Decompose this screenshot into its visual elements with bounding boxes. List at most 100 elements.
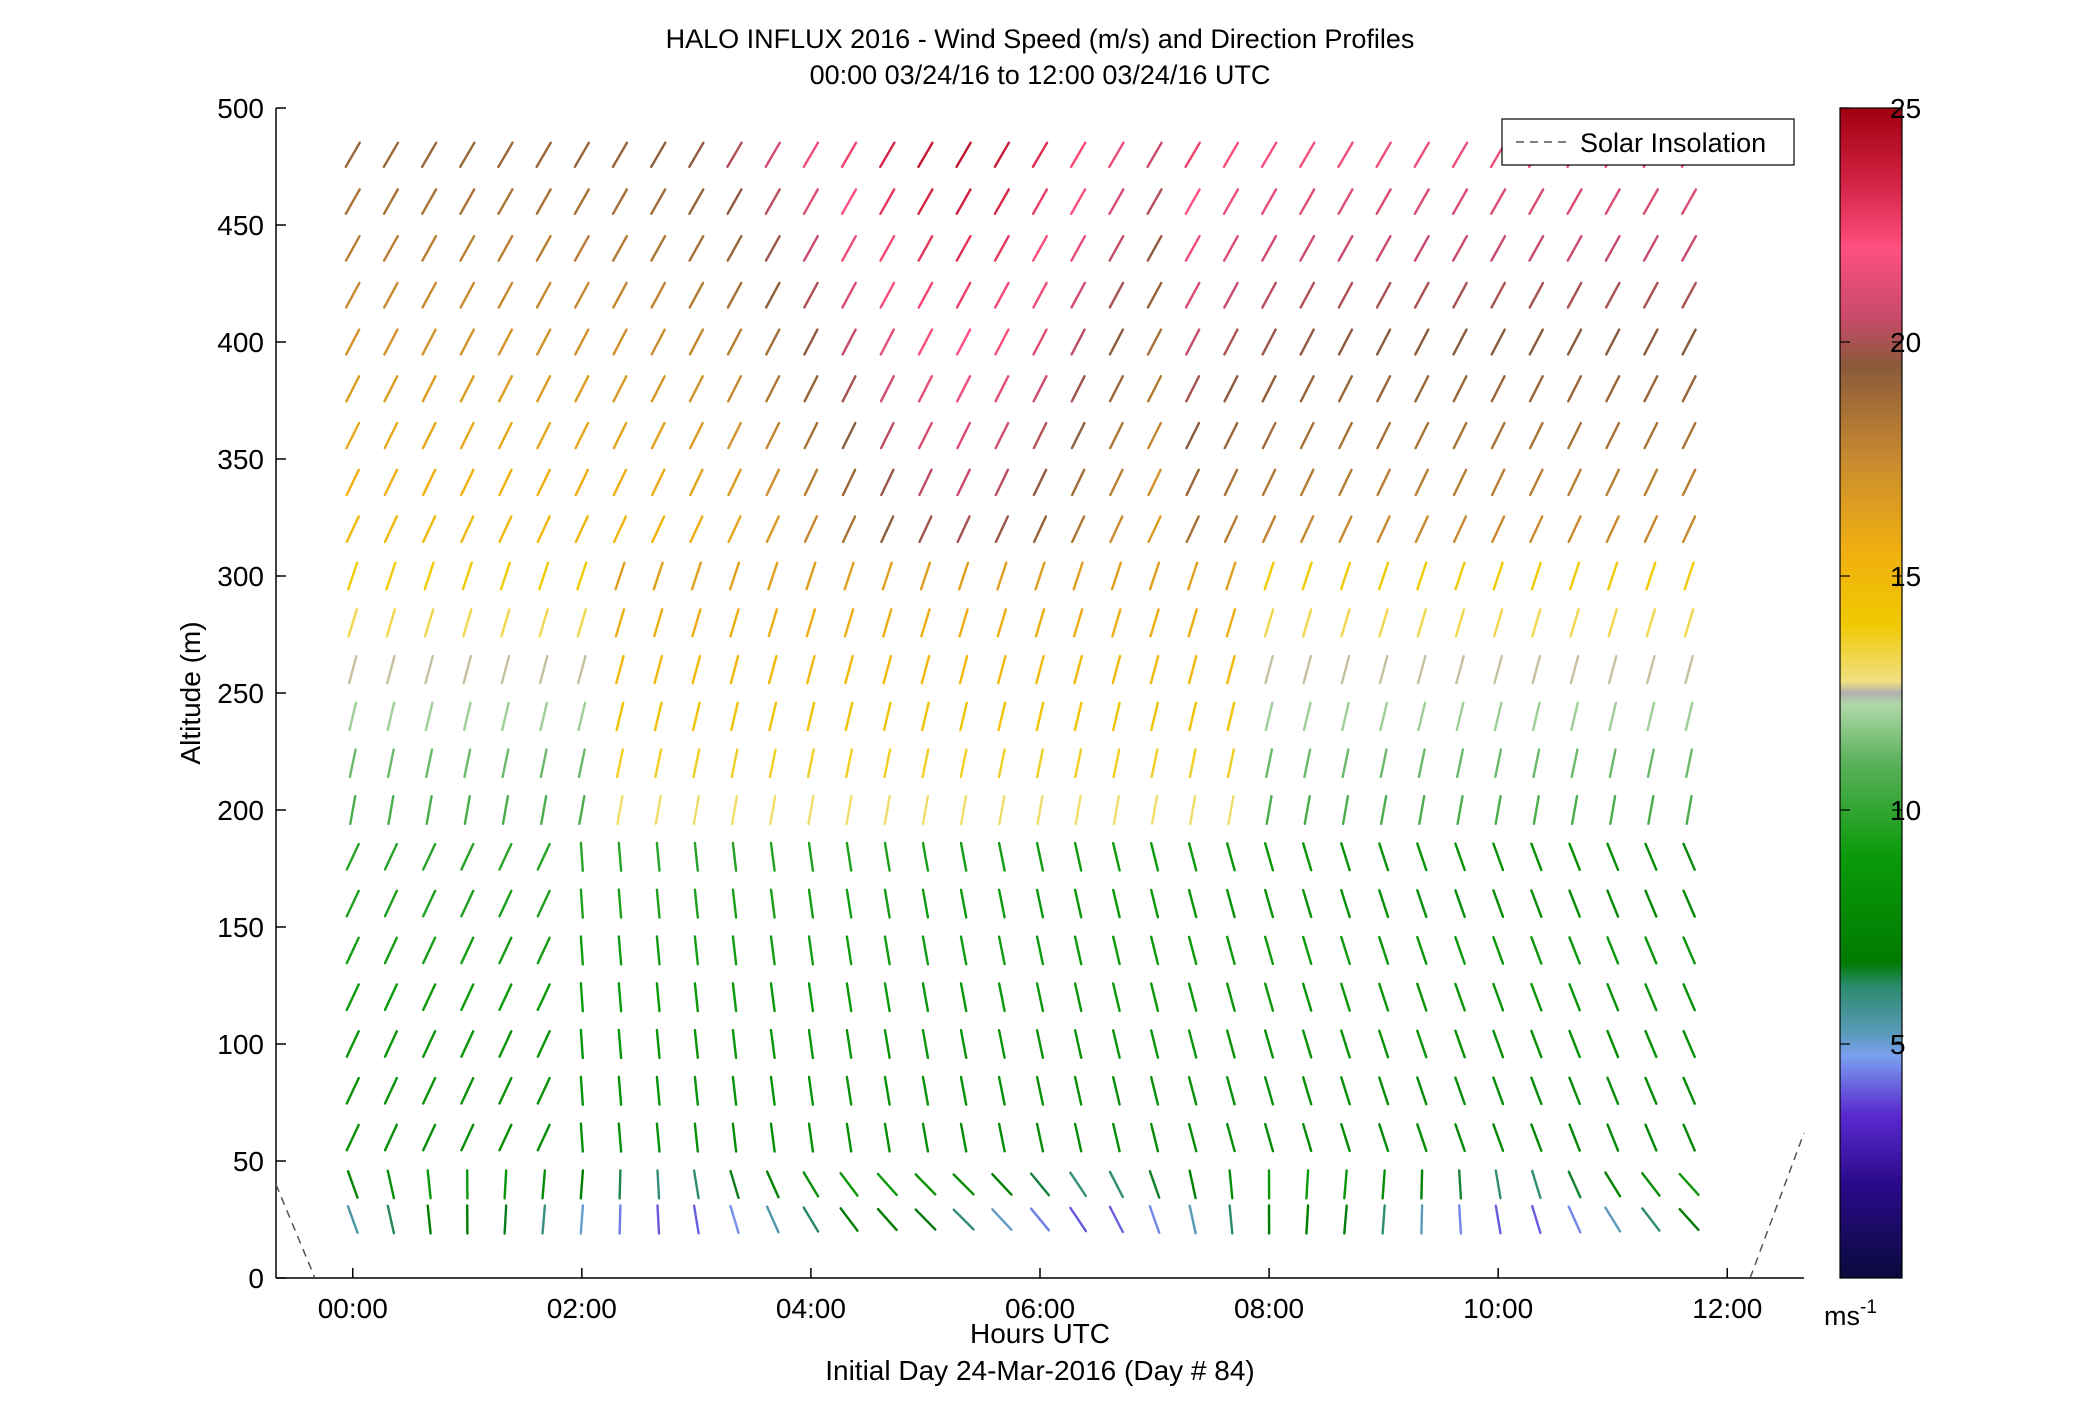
wind-arrow xyxy=(883,748,892,779)
wind-arrow xyxy=(1531,654,1542,685)
wind-arrow xyxy=(1644,936,1658,965)
wind-arrow xyxy=(655,888,661,919)
wind-arrow xyxy=(691,608,702,638)
solar-insolation-line xyxy=(275,1132,1805,1279)
wind-arrow xyxy=(460,1030,475,1058)
wind-arrow xyxy=(688,281,705,309)
wind-arrow xyxy=(1111,1122,1121,1153)
wind-arrow xyxy=(914,1173,937,1196)
wind-arrow xyxy=(1149,1075,1160,1106)
wind-arrow xyxy=(879,141,896,169)
wind-arrow xyxy=(1148,1169,1161,1199)
wind-arrow xyxy=(385,608,397,638)
wind-arrow xyxy=(993,188,1010,216)
wind-arrow xyxy=(1416,935,1428,965)
wind-arrow xyxy=(1454,936,1466,965)
wind-arrow xyxy=(1073,654,1084,685)
wind-arrow xyxy=(1187,654,1198,685)
wind-arrow xyxy=(879,421,895,450)
wind-arrow xyxy=(1070,234,1087,262)
wind-arrow xyxy=(730,795,739,825)
wind-arrow xyxy=(1455,748,1465,779)
wind-arrow xyxy=(730,748,739,779)
wind-arrow xyxy=(421,328,437,356)
wind-arrow xyxy=(692,795,700,825)
wind-arrow xyxy=(1452,375,1468,403)
wind-arrow xyxy=(1184,141,1202,169)
wind-arrow xyxy=(574,421,590,450)
wind-arrow xyxy=(688,188,705,216)
wind-arrow xyxy=(1644,889,1658,918)
wind-arrow xyxy=(1451,234,1469,262)
wind-arrow xyxy=(876,1207,898,1232)
wind-arrow xyxy=(1379,795,1388,825)
colorbar-tick-label: 5 xyxy=(1890,1029,1906,1060)
wind-arrow xyxy=(1337,328,1354,356)
wind-arrow xyxy=(1455,701,1465,732)
wind-arrow xyxy=(1187,1122,1198,1153)
wind-arrow xyxy=(498,421,513,450)
wind-arrow xyxy=(1265,748,1274,779)
wind-arrow xyxy=(1375,328,1392,356)
wind-arrow xyxy=(387,795,395,825)
wind-arrow xyxy=(1452,328,1468,356)
wind-arrow xyxy=(802,1206,820,1233)
wind-arrow xyxy=(383,1123,398,1152)
wind-arrow xyxy=(1456,795,1464,825)
wind-arrow xyxy=(1225,608,1237,638)
wind-arrow xyxy=(845,841,853,872)
wind-arrow xyxy=(650,375,666,403)
wind-arrow xyxy=(1530,561,1542,591)
wind-arrow xyxy=(688,328,705,356)
wind-arrow xyxy=(1070,281,1087,309)
wind-arrow xyxy=(1070,375,1086,403)
wind-arrow xyxy=(1454,608,1466,638)
wind-arrow xyxy=(691,701,701,732)
wind-arrow xyxy=(1681,421,1697,450)
wind-arrow xyxy=(767,608,778,638)
wind-arrow xyxy=(1150,795,1159,825)
wind-arrow xyxy=(655,841,661,872)
wind-arrow xyxy=(1225,1029,1236,1059)
wind-arrow xyxy=(1492,842,1505,872)
wind-arrow xyxy=(1147,421,1163,450)
wind-arrow xyxy=(921,982,930,1013)
wind-arrow xyxy=(345,889,360,918)
wind-arrow xyxy=(425,748,434,779)
wind-arrow xyxy=(769,841,776,872)
wind-arrow xyxy=(731,1075,738,1106)
wind-arrow xyxy=(1528,375,1544,403)
wind-arrow xyxy=(1375,234,1392,262)
wind-arrow xyxy=(769,1075,776,1106)
wind-arrow xyxy=(1073,982,1083,1013)
wind-arrow xyxy=(996,608,1008,638)
legend: Solar Insolation xyxy=(1501,118,1795,166)
wind-arrow xyxy=(1646,748,1655,779)
wind-arrow xyxy=(1299,281,1316,309)
wind-arrow xyxy=(617,935,623,966)
wind-arrow xyxy=(1642,234,1659,262)
wind-arrow xyxy=(426,1169,432,1200)
wind-arrow xyxy=(1149,888,1160,919)
wind-arrow xyxy=(1606,1123,1620,1152)
wind-arrow xyxy=(879,234,896,262)
wind-arrow xyxy=(1108,421,1124,450)
wind-arrow xyxy=(1492,608,1504,638)
wind-arrow xyxy=(1069,141,1087,169)
wind-arrow xyxy=(1340,842,1351,872)
wind-arrow xyxy=(1303,748,1312,779)
wind-arrow xyxy=(1223,328,1239,356)
wind-arrow xyxy=(921,701,930,732)
wind-arrow xyxy=(727,468,742,497)
wind-arrow xyxy=(1416,654,1427,685)
wind-arrow xyxy=(844,654,854,685)
wind-arrow xyxy=(845,888,853,919)
wind-arrow xyxy=(1223,515,1239,544)
wind-arrow xyxy=(1263,1122,1275,1153)
wind-arrow xyxy=(731,841,738,872)
wind-arrow xyxy=(1606,1076,1620,1106)
wind-arrow xyxy=(1261,234,1278,262)
colorbar-tick-label: 25 xyxy=(1890,93,1921,124)
wind-arrow xyxy=(651,515,666,544)
wind-arrow xyxy=(463,748,472,779)
